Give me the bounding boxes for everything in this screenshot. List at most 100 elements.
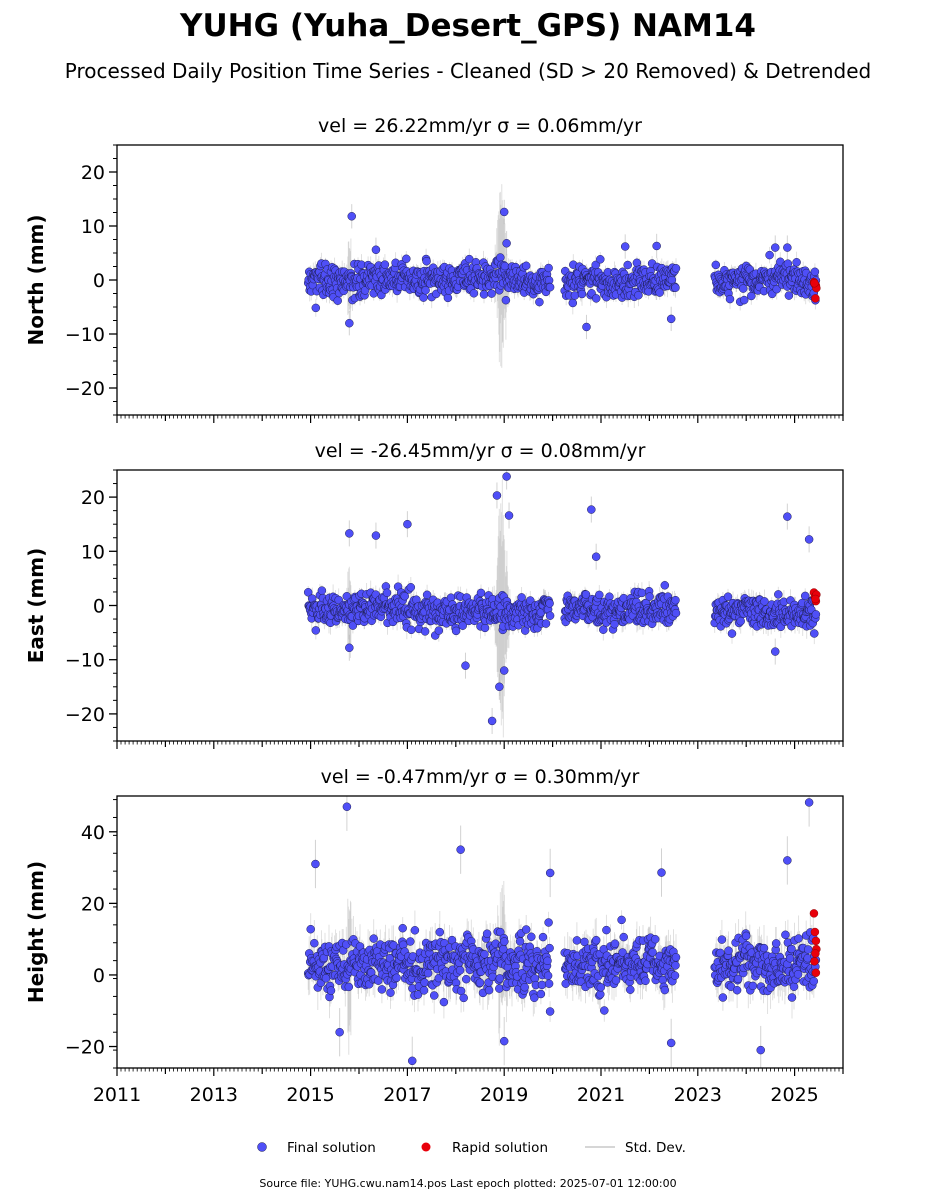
y-tick-label: 20: [81, 162, 105, 184]
north-panel: vel = 26.22mm/yr σ = 0.06mm/yr North (mm)…: [24, 115, 844, 423]
final-solution-point: [500, 261, 510, 271]
final-solution-point: [591, 552, 601, 561]
final-solution-point: [645, 592, 654, 601]
rapid-solution-points: [809, 588, 821, 606]
final-solution-point: [784, 291, 794, 300]
final-solution-point: [545, 282, 555, 292]
final-solution-point: [317, 586, 327, 595]
final-solution-point: [723, 592, 733, 601]
y-tick-label: −10: [65, 650, 105, 672]
final-solution-point: [620, 242, 630, 251]
final-solution-point: [333, 296, 342, 305]
final-solution-point: [451, 626, 461, 636]
final-solution-point: [599, 625, 608, 634]
final-solution-point: [311, 303, 321, 313]
final-solution-point: [402, 254, 411, 264]
final-solution-points: [303, 207, 821, 332]
final-solution-point: [770, 243, 780, 252]
final-solution-point: [738, 284, 748, 293]
final-solution-point: [725, 294, 735, 304]
final-solution-point: [595, 590, 604, 600]
final-solution-point: [634, 291, 643, 300]
data-layer: [303, 470, 821, 738]
final-solution-point: [671, 608, 681, 618]
final-solution-point: [783, 512, 792, 521]
final-solution-point: [541, 619, 551, 628]
final-solution-point: [581, 590, 591, 599]
final-solution-points: [303, 472, 821, 726]
final-solution-point: [637, 588, 647, 598]
final-solution-point: [671, 595, 680, 605]
final-solution-point: [422, 590, 432, 600]
final-solution-point: [492, 491, 502, 500]
final-solution-point: [502, 472, 511, 481]
final-solution-point: [760, 597, 769, 606]
final-solution-point: [535, 297, 544, 307]
final-solution-point: [400, 591, 409, 601]
final-solution-point: [739, 295, 749, 305]
panel-title: vel = -0.47mm/yr σ = 0.30mm/yr: [321, 766, 640, 788]
final-solution-point: [655, 288, 664, 297]
final-solution-point: [495, 682, 504, 692]
final-solution-point: [591, 294, 601, 303]
panel-title: vel = 26.22mm/yr σ = 0.06mm/yr: [318, 115, 642, 137]
final-solution-point: [334, 595, 343, 605]
final-solution-point: [347, 212, 356, 221]
rapid-solution-point: [811, 594, 820, 604]
final-solution-point: [345, 318, 354, 328]
east-panel: vel = -26.45mm/yr σ = 0.08mm/yr East (mm)…: [24, 440, 844, 749]
y-tick-label: −20: [65, 704, 105, 726]
data-layer: [303, 184, 821, 368]
final-solution-point: [371, 245, 381, 255]
final-solution-point: [406, 583, 416, 592]
final-solution-point: [660, 581, 670, 590]
final-solution-point: [487, 289, 496, 298]
final-solution-point: [345, 529, 354, 538]
stddev-bars: [307, 796, 817, 1068]
final-solution-point: [792, 258, 801, 267]
final-solution-point: [496, 253, 505, 262]
final-solution-point: [652, 241, 661, 251]
final-solution-point: [380, 260, 390, 269]
y-tick-label: 10: [81, 541, 105, 563]
final-solution-point: [811, 610, 821, 619]
final-solution-point: [671, 283, 680, 292]
figure-title: YUHG (Yuha_Desert_GPS) NAM14: [179, 8, 756, 44]
final-solution-point: [804, 535, 814, 544]
rapid-solution-point: [810, 279, 819, 288]
final-solution-point: [420, 627, 430, 636]
final-solution-point: [810, 267, 820, 277]
y-axis-label: East (mm): [24, 548, 48, 664]
y-axis-label: Height (mm): [24, 861, 48, 1003]
final-solution-point: [419, 293, 428, 302]
final-solution-point: [434, 626, 444, 635]
final-solution-point: [736, 616, 745, 626]
rapid-solution-point: [811, 294, 820, 303]
final-solution-point: [461, 661, 470, 670]
final-solution-point: [671, 264, 681, 273]
final-solution-point: [458, 621, 467, 630]
final-solution-point: [422, 256, 431, 266]
final-solution-point: [727, 629, 737, 638]
final-solution-point: [504, 511, 514, 520]
final-solution-point: [770, 647, 780, 656]
final-solution-point: [517, 593, 526, 602]
final-solution-point: [800, 591, 810, 601]
final-solution-point: [596, 255, 605, 264]
final-solution-point: [403, 519, 412, 529]
final-solution-point: [774, 590, 783, 599]
final-solution-point: [348, 621, 358, 630]
y-tick-label: 0: [93, 270, 105, 292]
final-solution-point: [476, 588, 486, 598]
final-solution-point: [303, 588, 313, 597]
final-solution-point: [469, 289, 479, 298]
final-solution-point: [711, 260, 721, 270]
final-solution-point: [499, 207, 509, 217]
final-solution-point: [345, 643, 354, 653]
final-solution-point: [480, 623, 490, 633]
final-solution-point: [382, 588, 392, 598]
final-solution-point: [810, 629, 819, 638]
height-panel: vel = -0.47mm/yr σ = 0.30mm/yr Height (mm…: [24, 766, 844, 1106]
y-tick-label: 0: [93, 596, 105, 618]
y-tick-label: −10: [65, 324, 105, 346]
